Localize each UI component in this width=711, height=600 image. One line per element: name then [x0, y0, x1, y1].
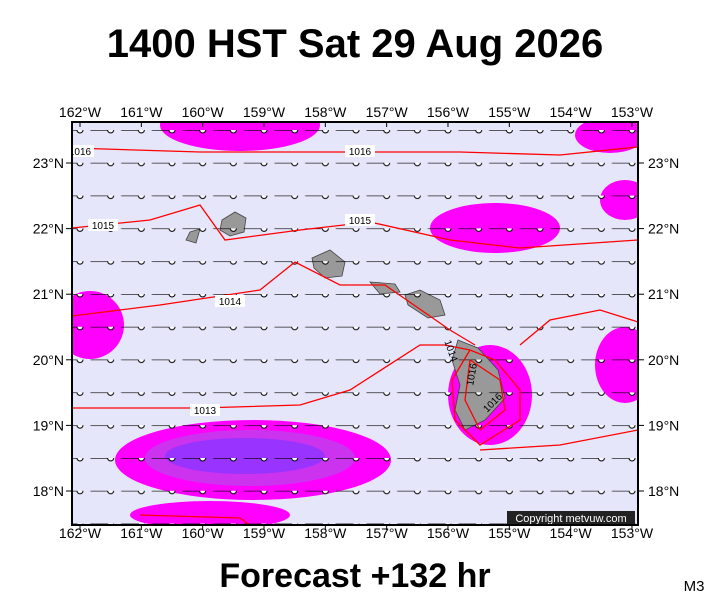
lon-label: 157°W — [366, 104, 409, 120]
lon-label: 158°W — [304, 104, 347, 120]
lat-label: 21°N — [33, 286, 64, 302]
lon-label: 158°W — [304, 525, 347, 541]
copyright-box — [507, 511, 635, 525]
isobar-labels: 1016 1016 1015 1015 1014 1013 1014 1016 … — [69, 145, 505, 417]
lat-label: 20°N — [648, 352, 679, 368]
wind-barbs — [72, 122, 638, 525]
lon-label: 153°W — [611, 104, 654, 120]
lon-label: 156°W — [427, 525, 470, 541]
lon-label: 153°W — [611, 525, 654, 541]
isobar-label: 1016 — [465, 362, 480, 386]
isobars — [72, 146, 638, 525]
lat-label: 22°N — [33, 221, 64, 237]
lat-label: 18°N — [648, 483, 679, 499]
lon-label: 160°W — [182, 104, 225, 120]
map-frame — [71, 121, 639, 526]
lon-label: 161°W — [120, 104, 163, 120]
lon-label: 160°W — [182, 525, 225, 541]
isobar-label: 1015 — [92, 221, 115, 232]
lon-label: 162°W — [59, 104, 102, 120]
isobar-label: 1016 — [349, 147, 372, 158]
map-area: 1016 1016 1015 1015 1014 1013 1014 1016 … — [69, 122, 638, 525]
lon-label: 159°W — [243, 525, 286, 541]
model-label: M3 — [684, 578, 705, 595]
isobar-label: 1013 — [194, 406, 217, 417]
lon-label: 155°W — [488, 104, 531, 120]
lon-label: 155°W — [488, 525, 531, 541]
copyright: Copyright metvuw.com — [515, 513, 626, 525]
lat-label: 22°N — [648, 221, 679, 237]
forecast-caption: Forecast +132 hr — [219, 557, 490, 595]
lat-label: 19°N — [33, 417, 64, 433]
lon-label: 156°W — [427, 104, 470, 120]
lat-label: 18°N — [33, 483, 64, 499]
lat-label: 21°N — [648, 286, 679, 302]
lon-label: 161°W — [120, 525, 163, 541]
lat-label: 23°N — [648, 155, 679, 171]
lat-label: 19°N — [648, 417, 679, 433]
title: 1400 HST Sat 29 Aug 2026 — [107, 22, 604, 66]
lon-label: 159°W — [243, 104, 286, 120]
lon-label: 154°W — [550, 104, 593, 120]
lon-label: 157°W — [366, 525, 409, 541]
lat-label: 23°N — [33, 155, 64, 171]
lon-label: 162°W — [59, 525, 102, 541]
isobar-label: 1015 — [349, 216, 372, 227]
lat-label: 20°N — [33, 352, 64, 368]
isobar-label: 1014 — [219, 297, 242, 308]
graticule-labels: 162°W 162°W 161°W 161°W 160°W 160°W 159°W 159°W… — [33, 104, 680, 541]
lon-label: 154°W — [550, 525, 593, 541]
isobar-label: 1016 — [69, 147, 92, 158]
